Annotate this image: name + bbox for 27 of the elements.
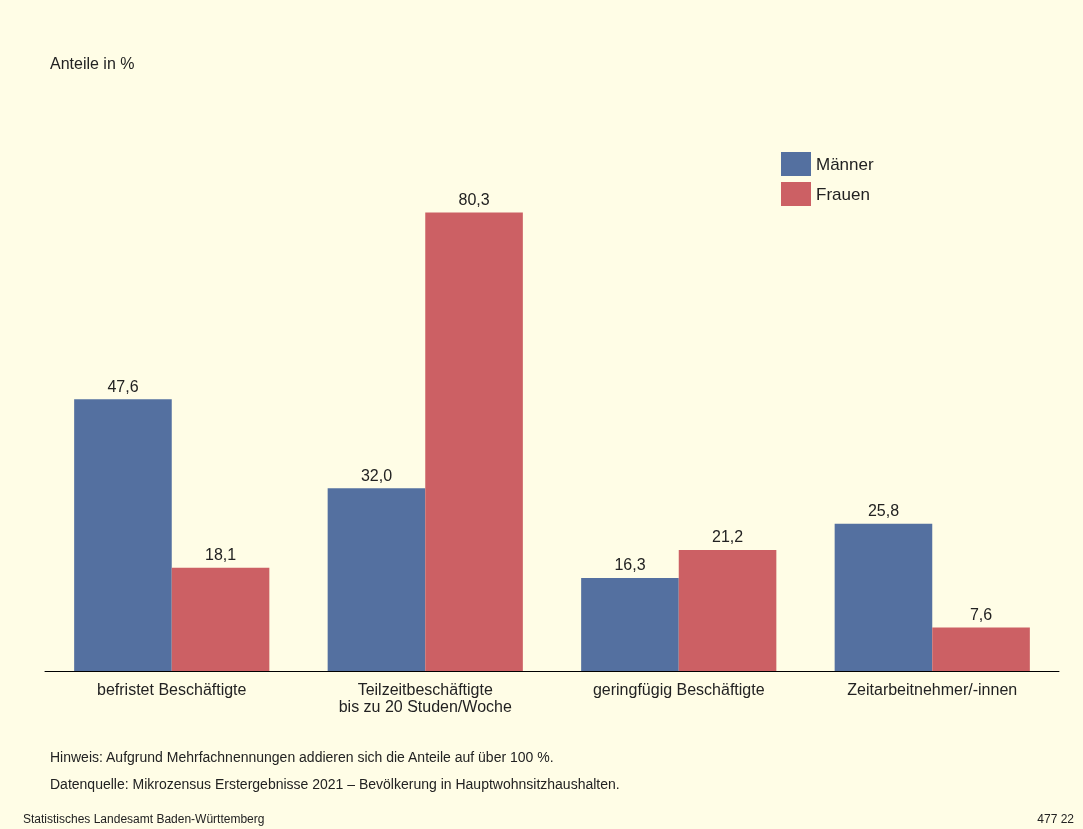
data-label: 7,6 xyxy=(969,606,993,624)
data-label: 47,6 xyxy=(107,377,139,395)
legend-label: Männer xyxy=(816,154,874,174)
bar xyxy=(932,627,1030,671)
bar xyxy=(171,567,270,671)
x-tick-label: befristet Beschäftigte xyxy=(97,681,247,698)
data-label: 16,3 xyxy=(614,556,646,574)
bar xyxy=(74,399,172,671)
x-tick-label: Zeitarbeitnehmer/-innen xyxy=(847,681,1018,698)
bar xyxy=(327,488,426,671)
data-label: 32,0 xyxy=(360,466,393,484)
legend-label: Frauen xyxy=(816,184,870,204)
data-label: 18,1 xyxy=(204,546,237,564)
data-label: 80,3 xyxy=(458,190,490,208)
text: Statistisches Landesamt Baden-Württemberg xyxy=(23,812,265,826)
bar xyxy=(834,523,933,671)
text: Anteile in % xyxy=(50,54,135,72)
text: Hinweis: Aufgrund Mehrfachnennungen addieren sich die Anteile auf über 100 %. xyxy=(50,749,554,765)
x-tick-label: geringfügig Beschäftigte xyxy=(592,681,765,698)
text: 477 22 xyxy=(1037,812,1075,826)
bar xyxy=(678,549,777,671)
bar xyxy=(425,212,523,671)
text: Datenquelle: Mikrozensus Erstergebnisse 2021 – Bevölkerung in Hauptwohnsitzhaushalten. xyxy=(50,776,620,792)
x-tick-label: Teilzeitbeschäftigte bis zu 20 Studen/Woche xyxy=(338,681,512,715)
data-label: 21,2 xyxy=(711,528,744,546)
data-label: 25,8 xyxy=(867,502,900,520)
bar xyxy=(581,577,679,671)
